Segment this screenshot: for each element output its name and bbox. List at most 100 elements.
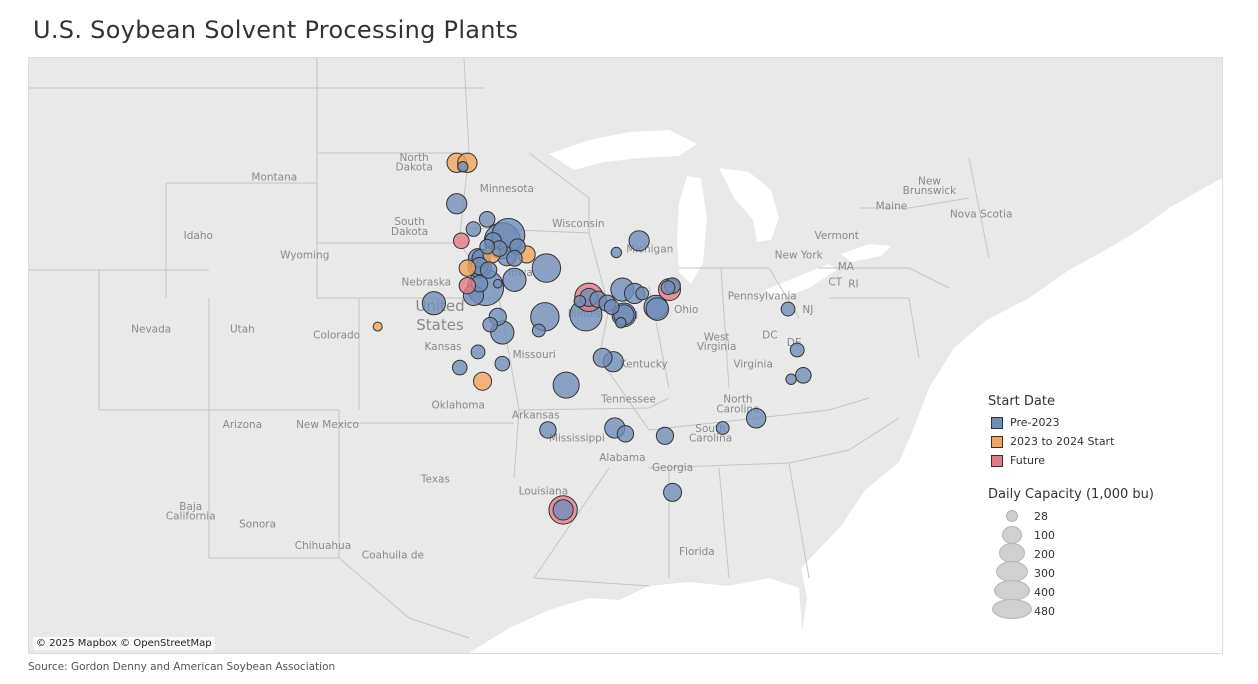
plant-marker[interactable]: [745, 408, 767, 429]
map-attribution[interactable]: © 2025 Mapbox © OpenStreetMap: [33, 637, 215, 650]
capacity-legend-title: Daily Capacity (1,000 bu): [988, 487, 1154, 502]
size-circle: [996, 561, 1028, 582]
map-canvas[interactable]: North Dakota Montana Minnesota South Dakota Wi…: [28, 57, 1223, 654]
plant-marker[interactable]: [552, 499, 574, 521]
map-place-label: Vermont: [815, 230, 859, 242]
legend-label: Future: [1010, 454, 1046, 467]
plant-marker[interactable]: [573, 294, 587, 308]
size-legend-row: 480: [988, 599, 1178, 621]
map-place-label: North: [399, 152, 428, 164]
map-place-label: Montana: [251, 171, 297, 183]
map-place-label: Mississippi: [549, 433, 605, 445]
size-legend-row: 400: [988, 580, 1178, 602]
size-label: 400: [1034, 586, 1055, 599]
size-circle: [994, 580, 1030, 601]
plant-marker[interactable]: [635, 286, 650, 301]
map-place-label: Colorado: [313, 329, 360, 341]
size-circle: [1002, 526, 1022, 544]
plant-marker[interactable]: [552, 371, 580, 399]
map-place-label: Sonora: [239, 518, 276, 530]
plant-marker[interactable]: [372, 321, 383, 332]
plant-marker[interactable]: [645, 297, 670, 321]
map-place-label: Dakota: [391, 226, 428, 238]
map-place-label: California: [166, 511, 216, 523]
plant-marker[interactable]: [478, 211, 496, 228]
map-place-label: Wyoming: [280, 249, 329, 261]
map-place-label: Florida: [679, 546, 715, 558]
plant-marker[interactable]: [531, 323, 546, 338]
size-circle: [999, 543, 1025, 563]
plant-marker[interactable]: [458, 276, 477, 295]
plant-marker[interactable]: [663, 482, 683, 502]
plant-marker[interactable]: [473, 371, 493, 391]
map-svg[interactable]: NorthDakotaMontanaMinnesotaSouthDakotaWi…: [29, 58, 1222, 653]
plant-marker[interactable]: [539, 421, 557, 439]
plant-marker[interactable]: [494, 355, 511, 372]
legend-item-2023-2024[interactable]: 2023 to 2024 Start: [988, 432, 1168, 451]
size-label: 28: [1034, 510, 1048, 523]
start-date-legend: Start Date Pre-2023 2023 to 2024 Start F…: [988, 394, 1168, 470]
plant-marker[interactable]: [446, 193, 468, 215]
plant-marker[interactable]: [452, 232, 470, 250]
plant-marker[interactable]: [794, 367, 812, 384]
plant-marker[interactable]: [592, 347, 613, 368]
plant-marker[interactable]: [789, 342, 805, 358]
plant-marker[interactable]: [506, 250, 523, 267]
source-note: Source: Gordon Denny and American Soybea…: [28, 661, 336, 673]
lake-ontario: [841, 244, 891, 262]
plant-marker[interactable]: [780, 301, 796, 317]
size-label: 200: [1034, 548, 1055, 561]
plant-marker[interactable]: [470, 344, 486, 360]
plant-marker[interactable]: [615, 317, 627, 329]
legend-swatch-pre2023: [991, 416, 1003, 429]
plant-marker[interactable]: [531, 253, 562, 283]
plant-marker[interactable]: [479, 238, 495, 255]
size-label: 300: [1034, 567, 1055, 580]
map-place-label: Alabama: [599, 452, 645, 464]
size-circle: [992, 599, 1032, 619]
map-place-label: Minnesota: [480, 183, 534, 195]
size-legend-row: 100: [988, 526, 1178, 545]
legend-item-pre2023[interactable]: Pre-2023: [988, 413, 1168, 432]
map-place-label: Ohio: [674, 304, 698, 316]
map-place-label: New York: [775, 249, 824, 261]
size-label: 480: [1034, 605, 1055, 618]
plant-marker[interactable]: [715, 421, 730, 435]
map-place-label: Virginia: [697, 341, 737, 353]
start-date-legend-title: Start Date: [988, 394, 1055, 409]
plant-marker[interactable]: [451, 359, 468, 376]
gulf-of-mexico: [469, 578, 804, 653]
lake-superior: [549, 130, 697, 170]
plant-marker[interactable]: [502, 267, 527, 292]
map-place-label: West: [704, 331, 730, 343]
plant-marker[interactable]: [603, 299, 620, 315]
legend-swatch-future: [991, 454, 1003, 467]
map-place-label: Chihuahua: [295, 540, 351, 552]
plant-marker[interactable]: [465, 221, 482, 237]
map-place-label: Virginia: [733, 359, 773, 371]
map-place-label: New: [918, 175, 941, 187]
legend-item-future[interactable]: Future: [988, 451, 1168, 470]
map-place-label: Dakota: [396, 162, 433, 174]
plant-marker[interactable]: [610, 246, 623, 259]
plant-marker[interactable]: [421, 291, 447, 316]
map-place-label: RI: [848, 279, 858, 291]
plant-marker[interactable]: [660, 280, 676, 296]
plant-marker[interactable]: [628, 230, 650, 252]
map-place-label: Tennessee: [600, 394, 656, 406]
plant-marker[interactable]: [655, 426, 675, 445]
plant-marker[interactable]: [616, 425, 635, 443]
map-place-label: Idaho: [184, 230, 213, 242]
plant-marker[interactable]: [785, 373, 797, 385]
size-legend-row: 28: [988, 507, 1178, 526]
plant-marker[interactable]: [457, 161, 469, 173]
plant-marker[interactable]: [479, 261, 498, 279]
plant-markers[interactable]: [372, 152, 812, 525]
map-place-label: Baja: [179, 501, 202, 513]
plant-marker[interactable]: [482, 316, 498, 333]
map-place-label: Oklahoma: [432, 400, 485, 412]
map-place-label: Kansas: [424, 341, 461, 353]
plant-marker[interactable]: [492, 278, 503, 289]
size-label: 100: [1034, 529, 1055, 542]
plant-marker[interactable]: [458, 259, 477, 277]
